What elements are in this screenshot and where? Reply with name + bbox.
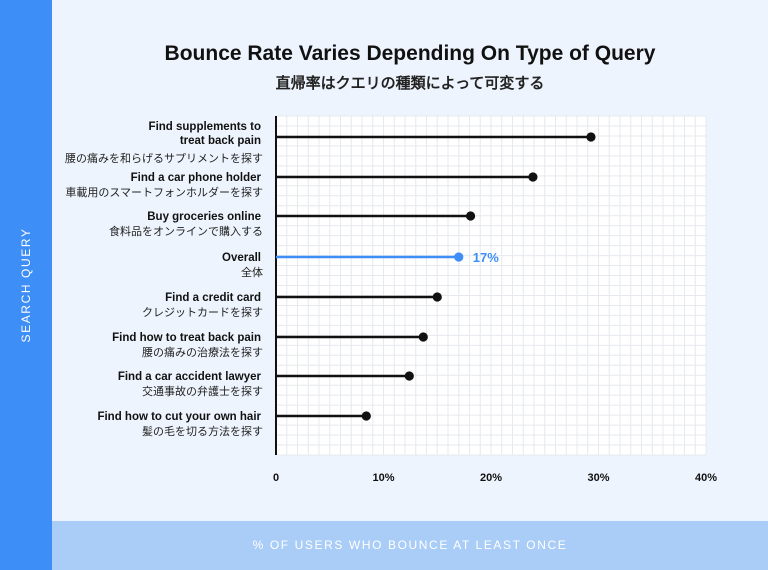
category-label: Overall bbox=[222, 252, 261, 264]
x-axis-label: % OF USERS WHO BOUNCE AT LEAST ONCE bbox=[252, 538, 568, 552]
chart-title: Bounce Rate Varies Depending On Type of … bbox=[164, 42, 656, 65]
category-label-japanese: 髪の毛を切る方法を探す bbox=[142, 424, 263, 438]
category-label: Find how to treat back pain bbox=[112, 332, 261, 344]
x-tick-label: 0 bbox=[273, 472, 279, 484]
category-label: Find a car accident lawyer bbox=[118, 371, 262, 383]
y-axis-band: SEARCH QUERY bbox=[0, 0, 52, 570]
category-label-japanese: 食料品をオンラインで購入する bbox=[109, 224, 263, 238]
bar-end-point bbox=[432, 292, 442, 302]
bar-end-point bbox=[361, 411, 371, 421]
category-label-japanese: 交通事故の弁護士を探す bbox=[142, 384, 263, 398]
bar-end-point bbox=[528, 172, 538, 182]
category-label: Find a credit card bbox=[165, 292, 261, 304]
x-tick-label: 40% bbox=[695, 472, 717, 484]
bar-end-point bbox=[586, 132, 596, 142]
bar-end-point bbox=[465, 211, 476, 221]
category-label-japanese: 全体 bbox=[241, 265, 263, 279]
category-label: Find a car phone holder bbox=[131, 172, 262, 184]
data-label: 17% bbox=[473, 250, 499, 265]
x-axis-band: % OF USERS WHO BOUNCE AT LEAST ONCE bbox=[52, 521, 768, 570]
bar-end-point bbox=[404, 371, 414, 381]
bar-end-point bbox=[418, 332, 428, 342]
x-tick-label: 10% bbox=[372, 472, 394, 484]
category-label: treat back pain bbox=[180, 135, 261, 147]
category-label-japanese: 車載用のスマートフォンホルダーを探す bbox=[65, 185, 263, 199]
bar-end-point bbox=[454, 252, 464, 262]
category-label: Find how to cut your own hair bbox=[97, 411, 261, 423]
x-tick-label: 20% bbox=[480, 472, 502, 484]
category-label-japanese: 腰の痛みを和らげるサプリメントを探す bbox=[65, 151, 263, 165]
category-label: Buy groceries online bbox=[147, 211, 261, 223]
category-label-japanese: クレジットカードを探す bbox=[142, 306, 263, 319]
x-tick-label: 30% bbox=[587, 472, 609, 484]
category-label: Find supplements to bbox=[149, 121, 261, 133]
chart-subtitle: 直帰率はクエリの種類によって可変する bbox=[275, 74, 545, 92]
category-label-japanese: 腰の痛みの治療法を探す bbox=[142, 345, 263, 359]
